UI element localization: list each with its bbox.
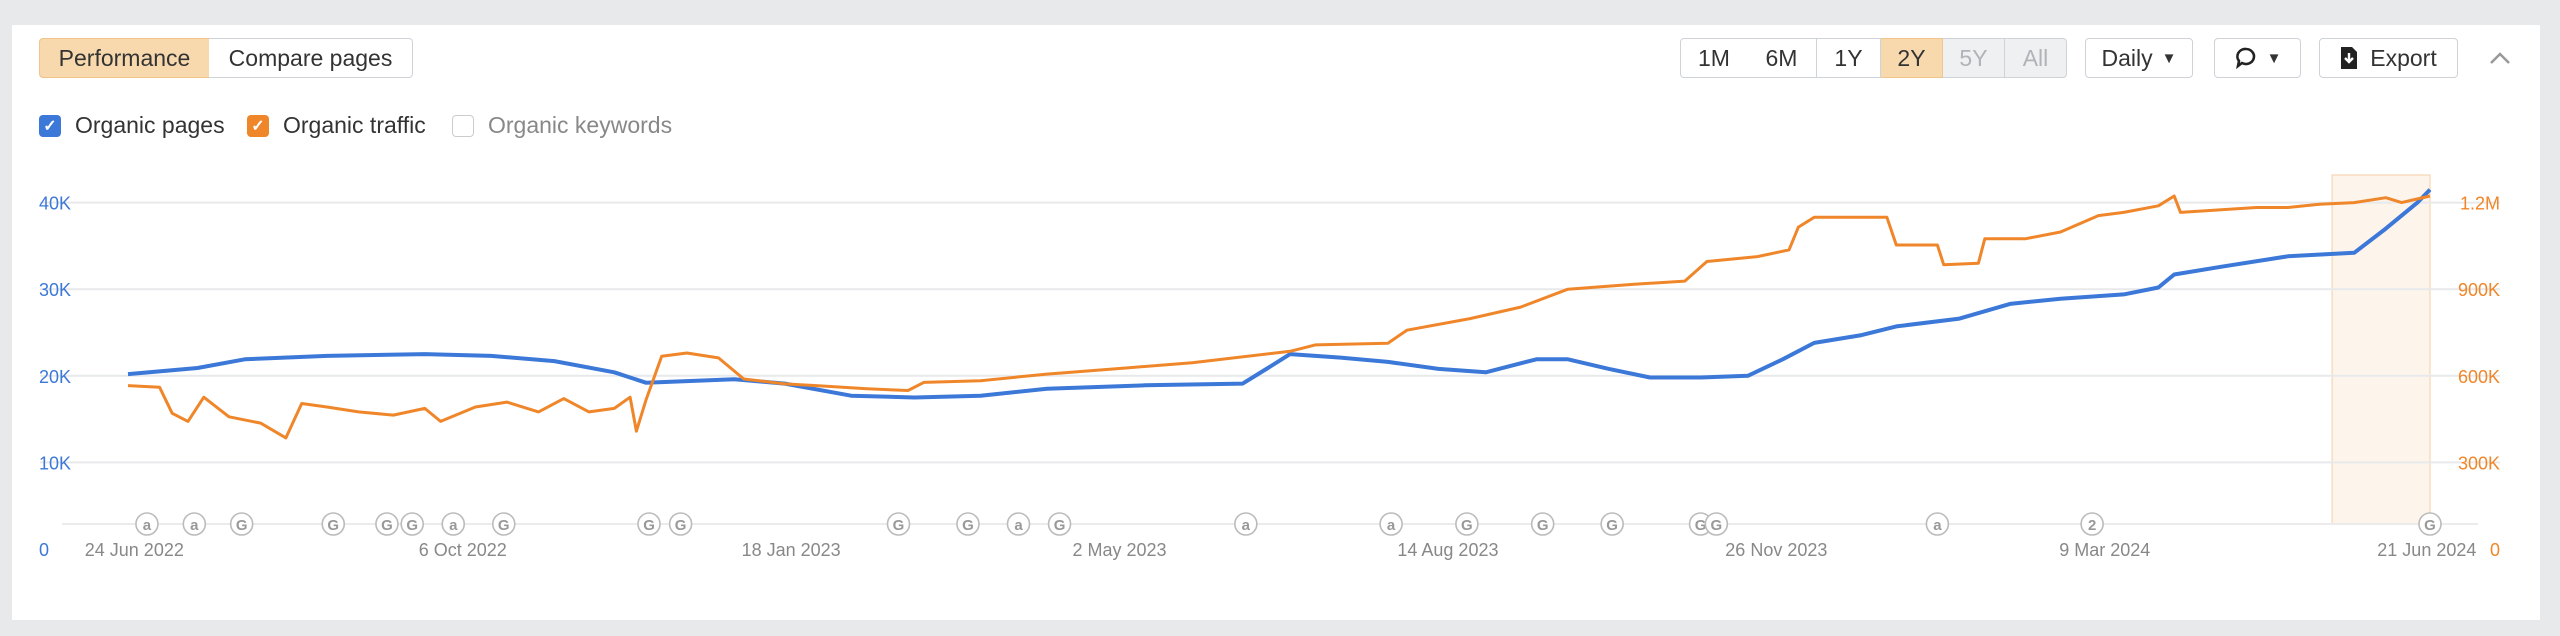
range-1y-button[interactable]: 1Y	[1817, 38, 1881, 78]
checkbox-unchecked-icon	[452, 114, 474, 137]
comment-icon	[2235, 47, 2255, 70]
range-2y-button[interactable]: 2Y	[1881, 38, 1943, 78]
metric-organic-pages-checkbox[interactable]: ✓ Organic pages	[39, 112, 225, 139]
metric-label: Organic keywords	[488, 112, 673, 138]
metric-organic-traffic-checkbox[interactable]: ✓ Organic traffic	[247, 112, 426, 139]
chevron-up-icon[interactable]	[2488, 48, 2512, 68]
caret-down-icon: ▼	[2266, 49, 2282, 67]
metric-label: Organic traffic	[283, 112, 426, 138]
metric-organic-keywords-checkbox[interactable]: Organic keywords	[452, 112, 672, 139]
range-6m-button[interactable]: 6M	[1747, 38, 1817, 78]
range-1m-button[interactable]: 1M	[1680, 38, 1748, 78]
metric-label: Organic pages	[75, 112, 225, 138]
download-file-icon	[2341, 47, 2358, 69]
caret-down-icon: ▼	[2161, 49, 2177, 67]
tab-performance[interactable]: Performance	[39, 38, 210, 78]
interval-dropdown[interactable]: Daily ▼	[2085, 38, 2193, 78]
checkbox-checked-icon: ✓	[39, 114, 61, 137]
export-label: Export	[2370, 44, 2437, 71]
export-button[interactable]: Export	[2319, 38, 2458, 78]
checkbox-checked-icon: ✓	[247, 114, 269, 137]
tab-compare-pages[interactable]: Compare pages	[209, 38, 413, 78]
interval-label: Daily	[2101, 44, 2153, 71]
range-all-button: All	[2005, 38, 2067, 78]
annotations-dropdown[interactable]: ▼	[2214, 38, 2301, 78]
range-5y-button: 5Y	[1943, 38, 2005, 78]
